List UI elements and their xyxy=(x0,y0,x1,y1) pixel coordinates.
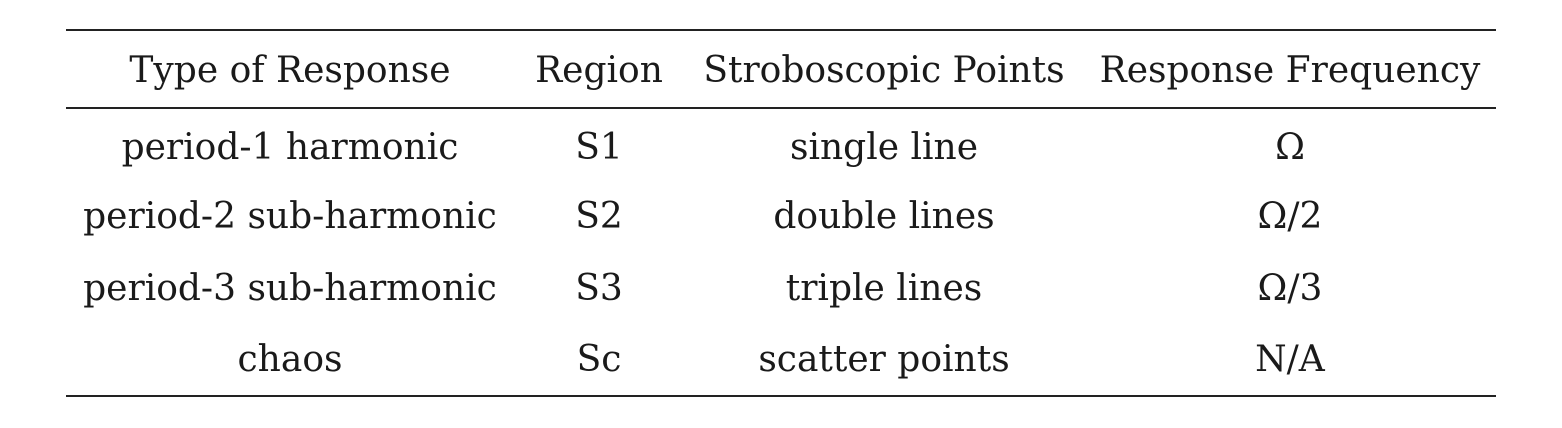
table-row: period-1 harmonic S1 single line Ω xyxy=(66,108,1496,180)
cell-region: S3 xyxy=(575,267,623,309)
cell-frequency: N/A xyxy=(1255,339,1325,380)
cell-type: chaos xyxy=(237,339,343,380)
cell-stroboscopic: single line xyxy=(790,127,978,168)
table-row: period-2 sub-harmonic S2 double lines Ω/… xyxy=(66,180,1496,252)
cell-stroboscopic: double lines xyxy=(773,195,995,237)
cell-stroboscopic: triple lines xyxy=(785,267,983,309)
table-row: chaos Sc scatter points N/A xyxy=(66,324,1496,396)
header-region: Region xyxy=(535,49,663,91)
header-stroboscopic-points: Stroboscopic Points xyxy=(703,49,1065,91)
cell-type: period-2 sub-harmonic xyxy=(83,195,497,237)
table-body: period-1 harmonic S1 single line Ω perio… xyxy=(66,108,1496,396)
cell-frequency: Ω/2 xyxy=(1257,195,1323,237)
cell-stroboscopic: scatter points xyxy=(758,339,1010,380)
cell-region: Sc xyxy=(576,339,622,380)
header-type-of-response: Type of Response xyxy=(129,49,451,91)
table-header: Type of Response Region Stroboscopic Poi… xyxy=(66,30,1496,108)
header-row: Type of Response Region Stroboscopic Poi… xyxy=(66,30,1496,108)
cell-frequency: Ω/3 xyxy=(1257,267,1323,309)
cell-type: period-3 sub-harmonic xyxy=(83,267,497,309)
table-row: period-3 sub-harmonic S3 triple lines Ω/… xyxy=(66,252,1496,324)
cell-region: S1 xyxy=(575,127,623,168)
response-types-table: Type of Response Region Stroboscopic Poi… xyxy=(66,29,1496,397)
cell-frequency: Ω xyxy=(1275,127,1305,168)
header-response-frequency: Response Frequency xyxy=(1099,49,1481,91)
cell-type: period-1 harmonic xyxy=(121,127,459,168)
cell-region: S2 xyxy=(575,195,623,237)
response-table-container: Type of Response Region Stroboscopic Poi… xyxy=(66,29,1496,397)
